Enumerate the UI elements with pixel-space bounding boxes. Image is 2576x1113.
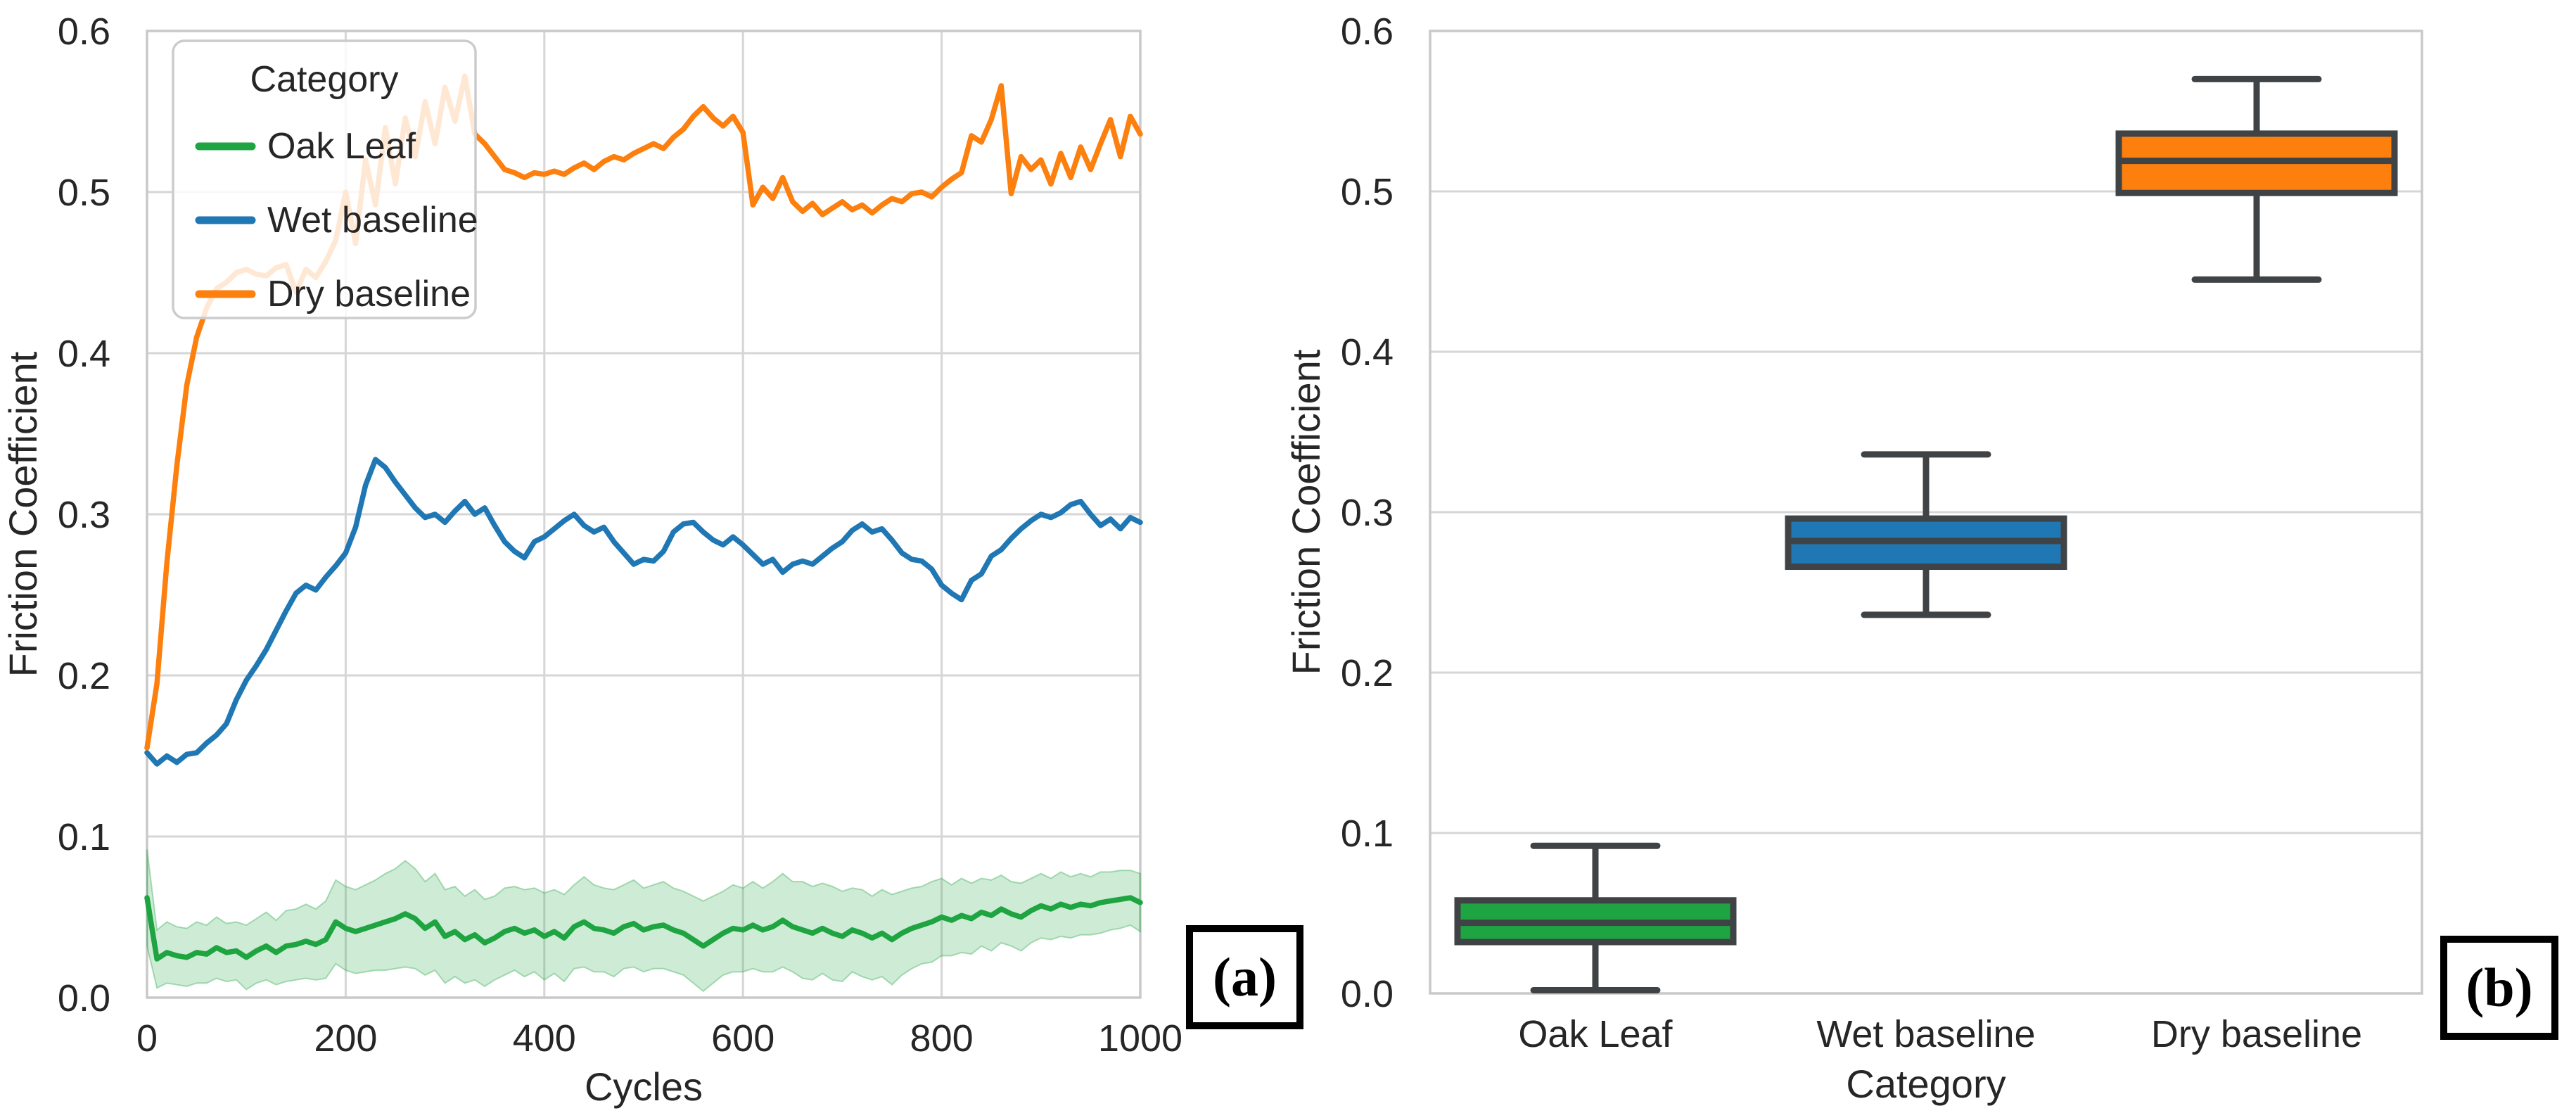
legend-title: Category <box>250 59 399 100</box>
legend-box <box>172 39 477 319</box>
series-line-wet-baseline <box>144 457 1143 767</box>
panel-a-xtick-label: 0 <box>136 1017 158 1060</box>
panel-b-ylabel: Friction Coefficient <box>1284 349 1328 675</box>
panel-a-ylabel: Friction Coefficient <box>1 351 45 677</box>
legend-label-wet-baseline: Wet baseline <box>267 200 478 241</box>
panel-b-ytick-label: 0.5 <box>1341 171 1394 213</box>
panel-b-ytick-label: 0.4 <box>1341 331 1394 374</box>
panel-b-xtick-label: Wet baseline <box>1816 1013 2035 1055</box>
panel-b-ytick-label: 0.6 <box>1341 11 1394 53</box>
panel-a-xtick-label: 1000 <box>1098 1017 1182 1060</box>
panel-a-ytick-label: 0.5 <box>58 172 110 214</box>
panel-b-label: (b) <box>2440 936 2558 1040</box>
panel-b-xtick-label: Dry baseline <box>2151 1013 2362 1055</box>
panel-a-xlabel: Cycles <box>585 1064 703 1109</box>
panel-a-ytick-label: 0.4 <box>58 333 110 375</box>
panel-a-frame <box>146 30 1142 999</box>
panel-b-xlabel: Category <box>1846 1062 2006 1106</box>
panel-a-ytick-label: 0.0 <box>58 977 110 1019</box>
legend-label-oak-leaf: Oak Leaf <box>267 126 416 167</box>
panel-a-xtick-label: 400 <box>513 1017 576 1060</box>
panel-b-ytick-label: 0.0 <box>1341 973 1394 1015</box>
panel-a-ytick-label: 0.3 <box>58 494 110 536</box>
panel-b-xtick-label: Oak Leaf <box>1518 1013 1673 1055</box>
panel-a-xtick-label: 600 <box>711 1017 774 1060</box>
panel-b-ytick-label: 0.2 <box>1341 652 1394 694</box>
panel-b-ytick-label: 0.1 <box>1341 813 1394 855</box>
panel-a-ytick-label: 0.6 <box>58 11 110 53</box>
legend-label-dry-baseline: Dry baseline <box>267 274 471 314</box>
panel-a-xtick-label: 200 <box>314 1017 377 1060</box>
panel-a-label: (a) <box>1186 925 1303 1029</box>
panel-a-xtick-label: 800 <box>910 1017 974 1060</box>
panel-a-ytick-label: 0.1 <box>58 816 110 858</box>
panel-b-frame <box>1429 30 2423 995</box>
series-line-oak-leaf <box>144 895 1143 962</box>
series-band-oak-leaf <box>146 849 1141 993</box>
panel-a-ytick-label: 0.2 <box>58 655 110 697</box>
panel-b-ytick-label: 0.3 <box>1341 492 1394 534</box>
